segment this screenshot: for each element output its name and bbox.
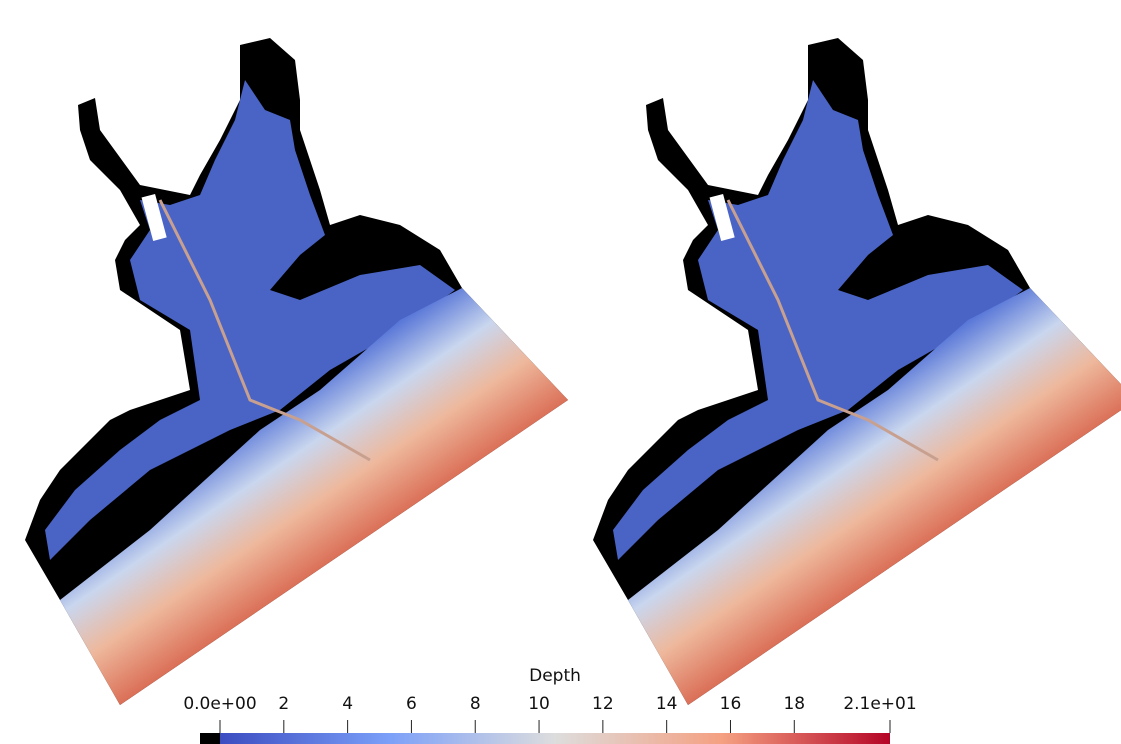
nan-swatch (200, 733, 220, 744)
depth-map-left (23, 36, 570, 707)
tick-label: 16 (720, 694, 742, 714)
tick-label: 2 (278, 694, 289, 714)
tick-label: 6 (406, 694, 417, 714)
tick-label: 8 (470, 694, 481, 714)
colorbar-title: Depth (529, 666, 581, 686)
tick-label: 18 (783, 694, 805, 714)
tick-label: 4 (342, 694, 353, 714)
tick-label: 14 (656, 694, 678, 714)
colorbar-ticks: 0.0e+00 2 4 6 8 10 12 14 16 18 2.1e+01 (183, 694, 917, 733)
depth-map-right (591, 36, 1121, 707)
tick-label: 10 (528, 694, 550, 714)
tick-label: 12 (592, 694, 614, 714)
tick-label: 2.1e+01 (843, 694, 916, 714)
colorbar (220, 733, 890, 744)
tick-label: 0.0e+00 (183, 694, 256, 714)
